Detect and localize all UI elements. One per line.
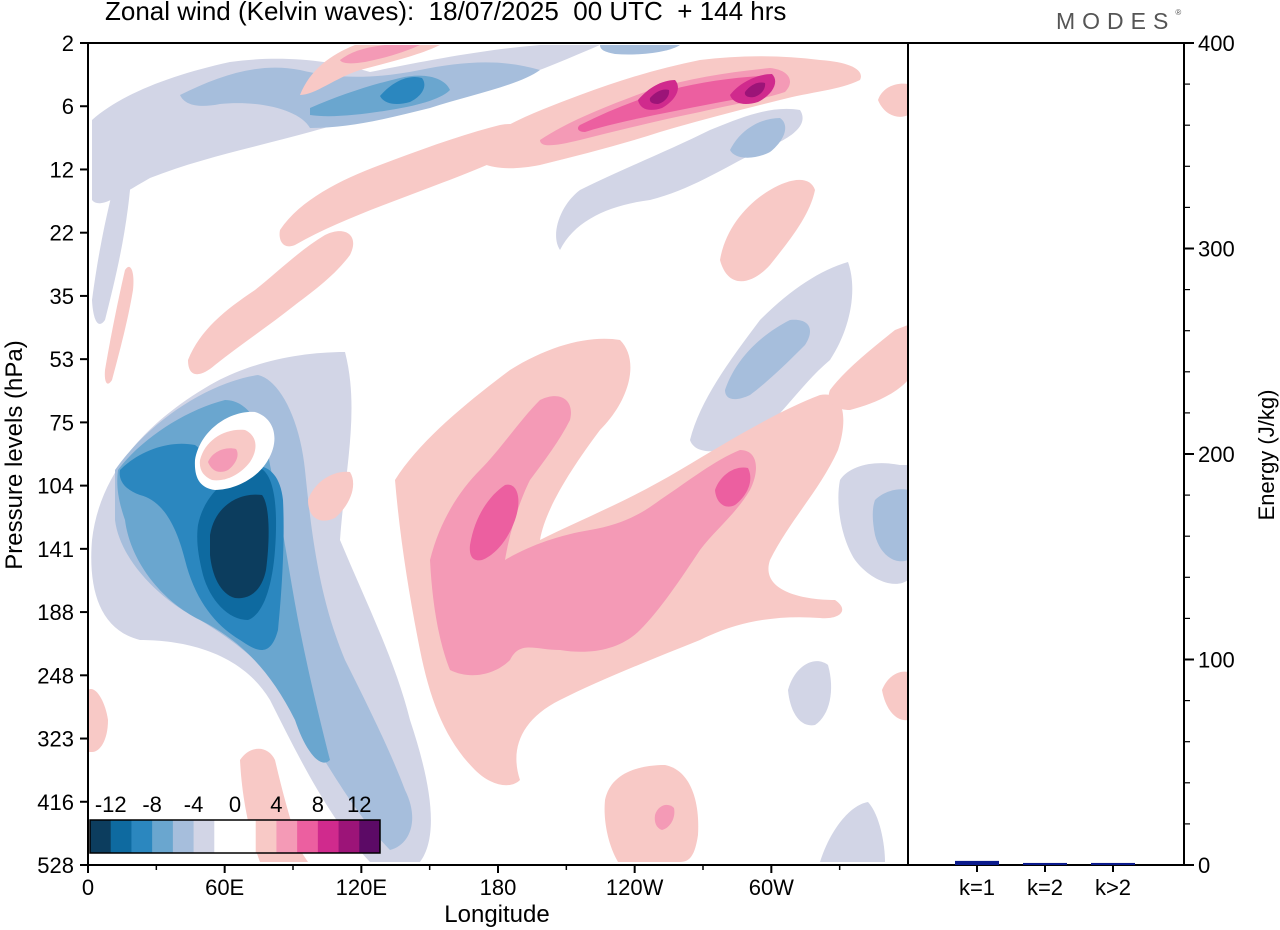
axes-layer: 0 60E 120E 180 120W 60W 2 6 12 22 35 53 75 104 141 188 2… (37, 31, 1234, 900)
colorbar-swatch (193, 820, 215, 853)
colorbar-swatch (338, 820, 360, 853)
x-tick-label: 180 (480, 875, 517, 900)
pos-band-top (300, 45, 440, 95)
pos-bubble-core (208, 448, 238, 472)
y-tick-label: 53 (50, 347, 74, 372)
y-axis-label: Pressure levels (hPa) (1, 340, 28, 569)
pos-blob-left-edge (88, 689, 108, 752)
y-tick-label: 248 (37, 663, 74, 688)
x-tick-label: 120E (336, 875, 387, 900)
y-tick-label: 528 (37, 853, 74, 878)
neg-core-lower-left (210, 494, 269, 599)
pos-streak-left (104, 266, 134, 384)
neg-blob-lower-right (788, 661, 832, 726)
pos-core-right (715, 467, 751, 507)
y-tick-label: 104 (37, 474, 74, 499)
energy-bar (955, 860, 999, 865)
y-tick-label: 35 (50, 284, 74, 309)
colorbar-label: -4 (184, 792, 204, 817)
energy-category-label: k>2 (1095, 875, 1131, 900)
colorbar-label: 12 (347, 792, 371, 817)
colorbar-swatch (90, 820, 112, 853)
y-tick-label: 2 (62, 31, 74, 56)
x-axis-label: Longitude (444, 901, 549, 928)
x-tick-label: 0 (82, 875, 94, 900)
y-tick-label: 12 (50, 157, 74, 182)
y-tick-label: 22 (50, 221, 74, 246)
colorbar-swatch (172, 820, 195, 853)
energy-category-label: k=1 (959, 875, 995, 900)
pos-band-upper-3 (577, 76, 768, 132)
neg-blob-bottom-right (820, 802, 885, 862)
pos-blob-center-left (308, 471, 354, 521)
colorbar-label: -8 (142, 792, 162, 817)
colorbar-label: -12 (95, 792, 127, 817)
pos-core-upper-2b (744, 82, 766, 98)
pos-core-center (469, 484, 519, 561)
logo-mark: ® (1175, 8, 1182, 17)
colorbar-swatch (317, 820, 340, 853)
neg-streak-midright-2 (725, 319, 810, 400)
energy-tick-label: 300 (1198, 237, 1235, 262)
x-tick-label: 120W (606, 875, 664, 900)
pos-blob-right-top (878, 83, 908, 117)
y-tick-label: 75 (50, 410, 74, 435)
colorbar-label: 8 (312, 792, 324, 817)
colorbar-swatch (152, 820, 174, 853)
y-tick-label: 188 (37, 600, 74, 625)
pos-blob-bottom-mid (604, 765, 699, 862)
colorbar-swatch (235, 820, 257, 853)
energy-tick-label: 400 (1198, 31, 1235, 56)
pos-blob-lower-right-edge (882, 671, 908, 721)
pos-blob-right-mid (720, 179, 815, 282)
energy-bar (1091, 862, 1135, 865)
colorbar-swatch (131, 820, 153, 853)
wind-contour-field (88, 45, 908, 862)
logo-text: MODES (1056, 8, 1176, 34)
colorbar: -12 -8 -4 0 4 8 12 (89, 792, 381, 854)
y-tick-label: 416 (37, 790, 74, 815)
neg-blob-far-right-2 (872, 489, 908, 562)
pos-band-mid-left (279, 124, 531, 247)
pos-blob-bottom-mid-core (654, 804, 675, 830)
neg-blob-right-upper (730, 118, 786, 158)
pos-band-center-2 (430, 396, 756, 676)
colorbar-swatch (110, 820, 132, 853)
energy-tick-label: 0 (1198, 853, 1210, 878)
modes-logo: MODES® (1056, 8, 1181, 35)
energy-tick-label: 100 (1198, 648, 1235, 673)
colorbar-swatch (297, 820, 319, 853)
energy-bar (1023, 862, 1067, 865)
x-tick-label: 60W (749, 875, 794, 900)
colorbar-label: 0 (229, 792, 241, 817)
energy-bars: k=1 k=2 k>2 (955, 860, 1135, 900)
y-tick-label: 323 (37, 727, 74, 752)
y-tick-label: 6 (62, 94, 74, 119)
chart-title: Zonal wind (Kelvin waves): 18/07/2025 00… (105, 0, 787, 26)
colorbar-swatch (214, 820, 236, 853)
y-tick-label: 141 (37, 537, 74, 562)
energy-axis-label: Energy (J/kg) (1254, 390, 1279, 521)
neg-top-blob (600, 45, 680, 55)
colorbar-swatch (276, 820, 298, 853)
energy-category-label: k=2 (1027, 875, 1063, 900)
colorbar-label: 4 (270, 792, 282, 817)
neg-streak-left (92, 166, 131, 324)
colorbar-swatch (255, 820, 277, 853)
x-tick-label: 60E (205, 875, 244, 900)
pos-band-top-2 (340, 45, 420, 64)
pos-band-upper-left (188, 231, 354, 375)
pos-core-upper-1b (649, 89, 670, 104)
energy-tick-label: 200 (1198, 442, 1235, 467)
colorbar-frame (89, 819, 381, 854)
neg-streak-upper-4 (380, 76, 425, 104)
colorbar-swatch (359, 820, 381, 853)
energy-frame (907, 42, 1185, 866)
pos-band-right-edge (828, 325, 908, 410)
